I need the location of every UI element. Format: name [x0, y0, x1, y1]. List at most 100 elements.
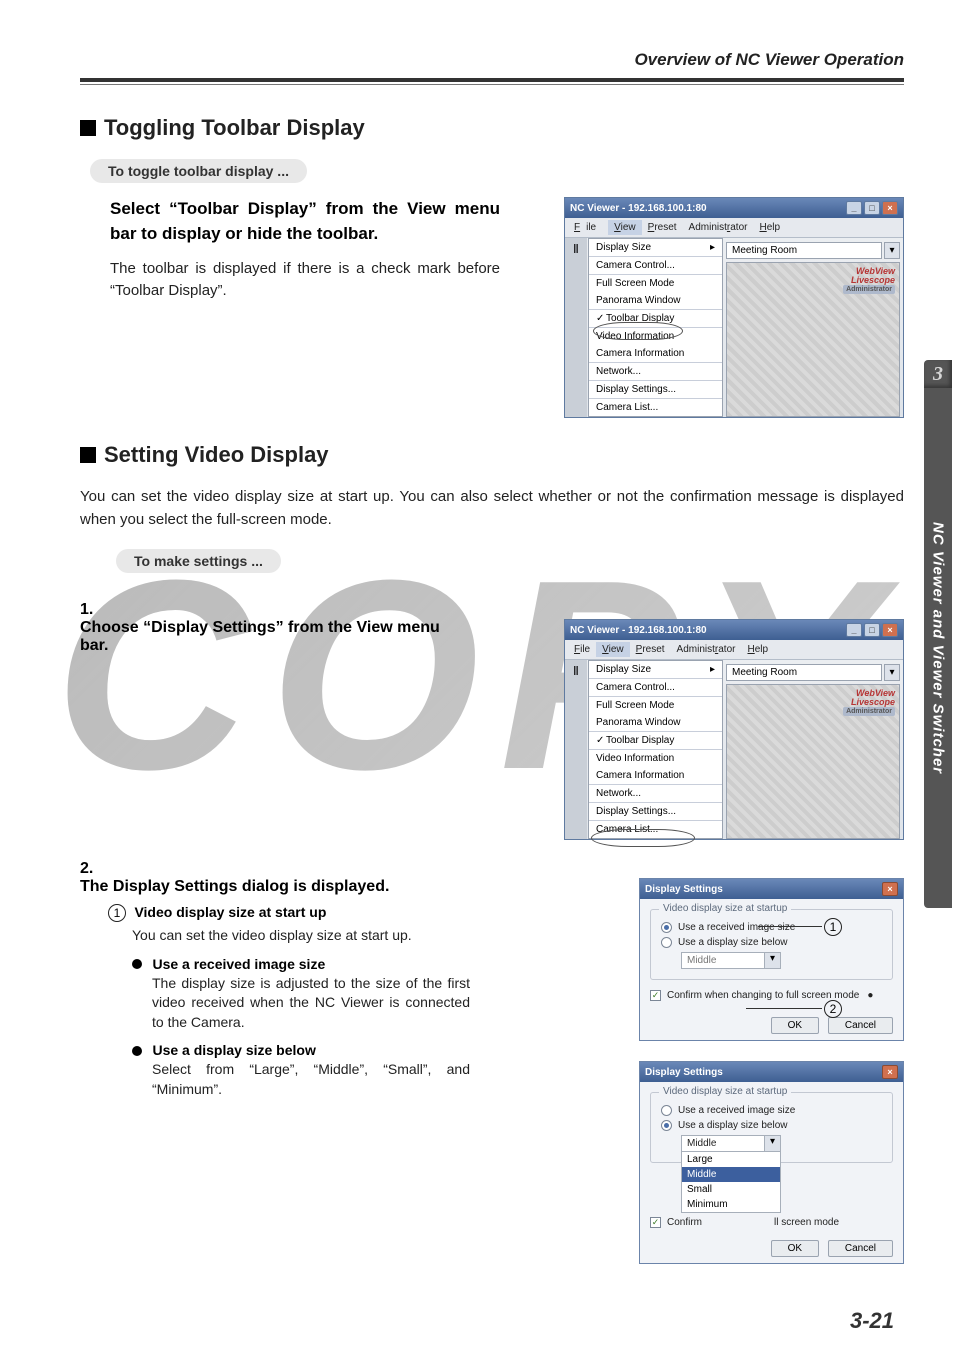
confirm-fullscreen-checkbox[interactable]: ✓ Confirm ll screen mode — [650, 1217, 893, 1228]
radio-icon — [661, 1120, 672, 1131]
nc-title-text: NC Viewer - 192.168.100.1:80 — [570, 203, 707, 214]
menu-item-panorama[interactable]: Panorama Window — [589, 292, 722, 309]
nc-title-text: NC Viewer - 192.168.100.1:80 — [570, 625, 707, 636]
menu-preset[interactable]: Preset — [630, 642, 671, 657]
menu-item-camera-info[interactable]: Camera Information — [589, 767, 722, 784]
menu-preset[interactable]: Preset — [642, 220, 683, 235]
dialog-title-bar[interactable]: Display Settings × — [640, 879, 903, 899]
menu-item-full-screen[interactable]: Full Screen Mode — [589, 275, 722, 292]
sub1-body: You can set the video display size at st… — [132, 926, 470, 946]
nc-left-toolbar: Ⅱ — [565, 238, 587, 417]
radio-size-below[interactable]: Use a display size below — [661, 937, 882, 948]
menu-item-panorama[interactable]: Panorama Window — [589, 714, 722, 731]
maximize-icon[interactable]: □ — [864, 623, 880, 637]
menu-help[interactable]: Help — [741, 642, 774, 657]
maximize-icon[interactable]: □ — [864, 201, 880, 215]
menu-item-video-info[interactable]: Video Information — [589, 328, 722, 345]
cancel-button[interactable]: Cancel — [828, 1240, 893, 1257]
confirm-fullscreen-checkbox[interactable]: ✓ Confirm when changing to full screen m… — [650, 990, 893, 1001]
close-icon[interactable]: × — [882, 623, 898, 637]
menu-help[interactable]: Help — [753, 220, 786, 235]
nc-title-bar[interactable]: NC Viewer - 192.168.100.1:80 _ □ × — [565, 198, 903, 218]
section-2-intro: You can set the video display size at st… — [80, 486, 904, 531]
camera-select-field[interactable]: Meeting Room — [726, 664, 882, 681]
section-2-title: Setting Video Display — [104, 442, 329, 468]
menu-item-camera-control[interactable]: Camera Control... — [589, 679, 722, 696]
ok-button[interactable]: OK — [771, 1017, 819, 1034]
radio-received-size[interactable]: Use a received image size — [661, 1105, 882, 1116]
section-1-lead: Select “Toolbar Display” from the View m… — [110, 197, 500, 246]
menu-item-camera-list[interactable]: Camera List... — [589, 821, 722, 838]
section-1-subheading: To toggle toolbar display ... — [90, 159, 307, 183]
cancel-button[interactable]: Cancel — [828, 1017, 893, 1034]
menu-file[interactable]: File — [568, 642, 596, 657]
nc-menubar: File View Preset Administrator Help — [565, 640, 903, 660]
bullet1-title: Use a received image size — [152, 956, 325, 972]
nc-viewer-window-2: NC Viewer - 192.168.100.1:80 _ □ × File … — [564, 619, 904, 840]
nc-title-bar[interactable]: NC Viewer - 192.168.100.1:80 _ □ × — [565, 620, 903, 640]
nc-viewer-window-1: NC Viewer - 192.168.100.1:80 _ □ × File … — [564, 197, 904, 418]
menu-item-network[interactable]: Network... — [589, 363, 722, 380]
menu-item-network[interactable]: Network... — [589, 785, 722, 802]
close-icon[interactable]: × — [882, 201, 898, 215]
radio-received-size[interactable]: Use a received image size — [661, 922, 882, 933]
display-settings-dialog-2: Display Settings × Video display size at… — [639, 1061, 904, 1264]
view-dropdown-menu[interactable]: Display Size▸ Camera Control... Full Scr… — [588, 660, 723, 839]
menu-item-display-size[interactable]: Display Size▸ — [589, 661, 722, 678]
ok-button[interactable]: OK — [771, 1240, 819, 1257]
menu-item-camera-control[interactable]: Camera Control... — [589, 257, 722, 274]
bullet-icon — [132, 959, 142, 969]
bullet-icon — [132, 1046, 142, 1056]
menu-file[interactable]: File — [568, 220, 608, 235]
option-middle[interactable]: Middle — [682, 1167, 780, 1182]
size-combo-list[interactable]: Large Middle Small Minimum — [681, 1152, 781, 1213]
camera-select-arrow-icon[interactable]: ▾ — [884, 242, 900, 259]
menu-item-display-settings[interactable]: Display Settings... — [589, 803, 722, 820]
minimize-icon[interactable]: _ — [846, 623, 862, 637]
radio-size-below[interactable]: Use a display size below — [661, 1120, 882, 1131]
step-2: The Display Settings dialog is displayed… — [80, 860, 904, 1264]
dialog-title: Display Settings — [645, 884, 723, 895]
camera-select-field[interactable]: Meeting Room — [726, 242, 882, 259]
option-minimum[interactable]: Minimum — [682, 1197, 780, 1212]
menu-admin[interactable]: Administrator — [683, 220, 754, 235]
bullet2-body: Select from “Large”, “Middle”, “Small”, … — [152, 1060, 470, 1099]
step-1-heading: Choose “Display Settings” from the View … — [80, 619, 440, 654]
size-combo-open[interactable]: Middle▾ — [681, 1135, 781, 1152]
display-settings-dialog-1: Display Settings × Video display size at… — [639, 878, 904, 1041]
menu-item-toolbar-display[interactable]: ✓Toolbar Display — [589, 732, 722, 749]
circled-num-1: 1 — [108, 904, 126, 922]
dialog-title: Display Settings — [645, 1067, 723, 1078]
bullet1-body: The display size is adjusted to the size… — [152, 974, 470, 1033]
option-large[interactable]: Large — [682, 1152, 780, 1167]
menu-item-camera-info[interactable]: Camera Information — [589, 345, 722, 362]
section-1-body: The toolbar is displayed if there is a c… — [110, 258, 500, 302]
menu-admin[interactable]: Administrator — [671, 642, 742, 657]
step-2-heading: The Display Settings dialog is displayed… — [80, 878, 389, 895]
chevron-down-icon[interactable]: ▾ — [765, 1135, 781, 1152]
view-dropdown-menu[interactable]: Display Size▸ Camera Control... Full Scr… — [588, 238, 723, 417]
menu-item-full-screen[interactable]: Full Screen Mode — [589, 697, 722, 714]
close-icon[interactable]: × — [882, 882, 898, 896]
group-label: Video display size at startup — [659, 903, 791, 914]
startup-size-group: Video display size at startup Use a rece… — [650, 1092, 893, 1163]
menu-item-video-info[interactable]: Video Information — [589, 750, 722, 767]
menu-item-display-size[interactable]: Display Size▸ — [589, 239, 722, 256]
radio-icon — [661, 937, 672, 948]
close-icon[interactable]: × — [882, 1065, 898, 1079]
menu-view[interactable]: View — [596, 642, 630, 657]
pause-icon[interactable]: Ⅱ — [573, 242, 579, 256]
menu-item-display-settings[interactable]: Display Settings... — [589, 381, 722, 398]
pause-icon[interactable]: Ⅱ — [573, 664, 579, 678]
startup-size-group: Video display size at startup Use a rece… — [650, 909, 893, 980]
menu-item-toolbar-display[interactable]: ✓Toolbar Display — [589, 310, 722, 327]
bullet2-title: Use a display size below — [152, 1042, 315, 1058]
callout-line-2 — [746, 1008, 822, 1009]
group-label: Video display size at startup — [659, 1086, 791, 1097]
menu-item-camera-list[interactable]: Camera List... — [589, 399, 722, 416]
option-small[interactable]: Small — [682, 1182, 780, 1197]
minimize-icon[interactable]: _ — [846, 201, 862, 215]
dialog-title-bar[interactable]: Display Settings × — [640, 1062, 903, 1082]
menu-view[interactable]: View — [608, 220, 642, 235]
camera-select-arrow-icon[interactable]: ▾ — [884, 664, 900, 681]
